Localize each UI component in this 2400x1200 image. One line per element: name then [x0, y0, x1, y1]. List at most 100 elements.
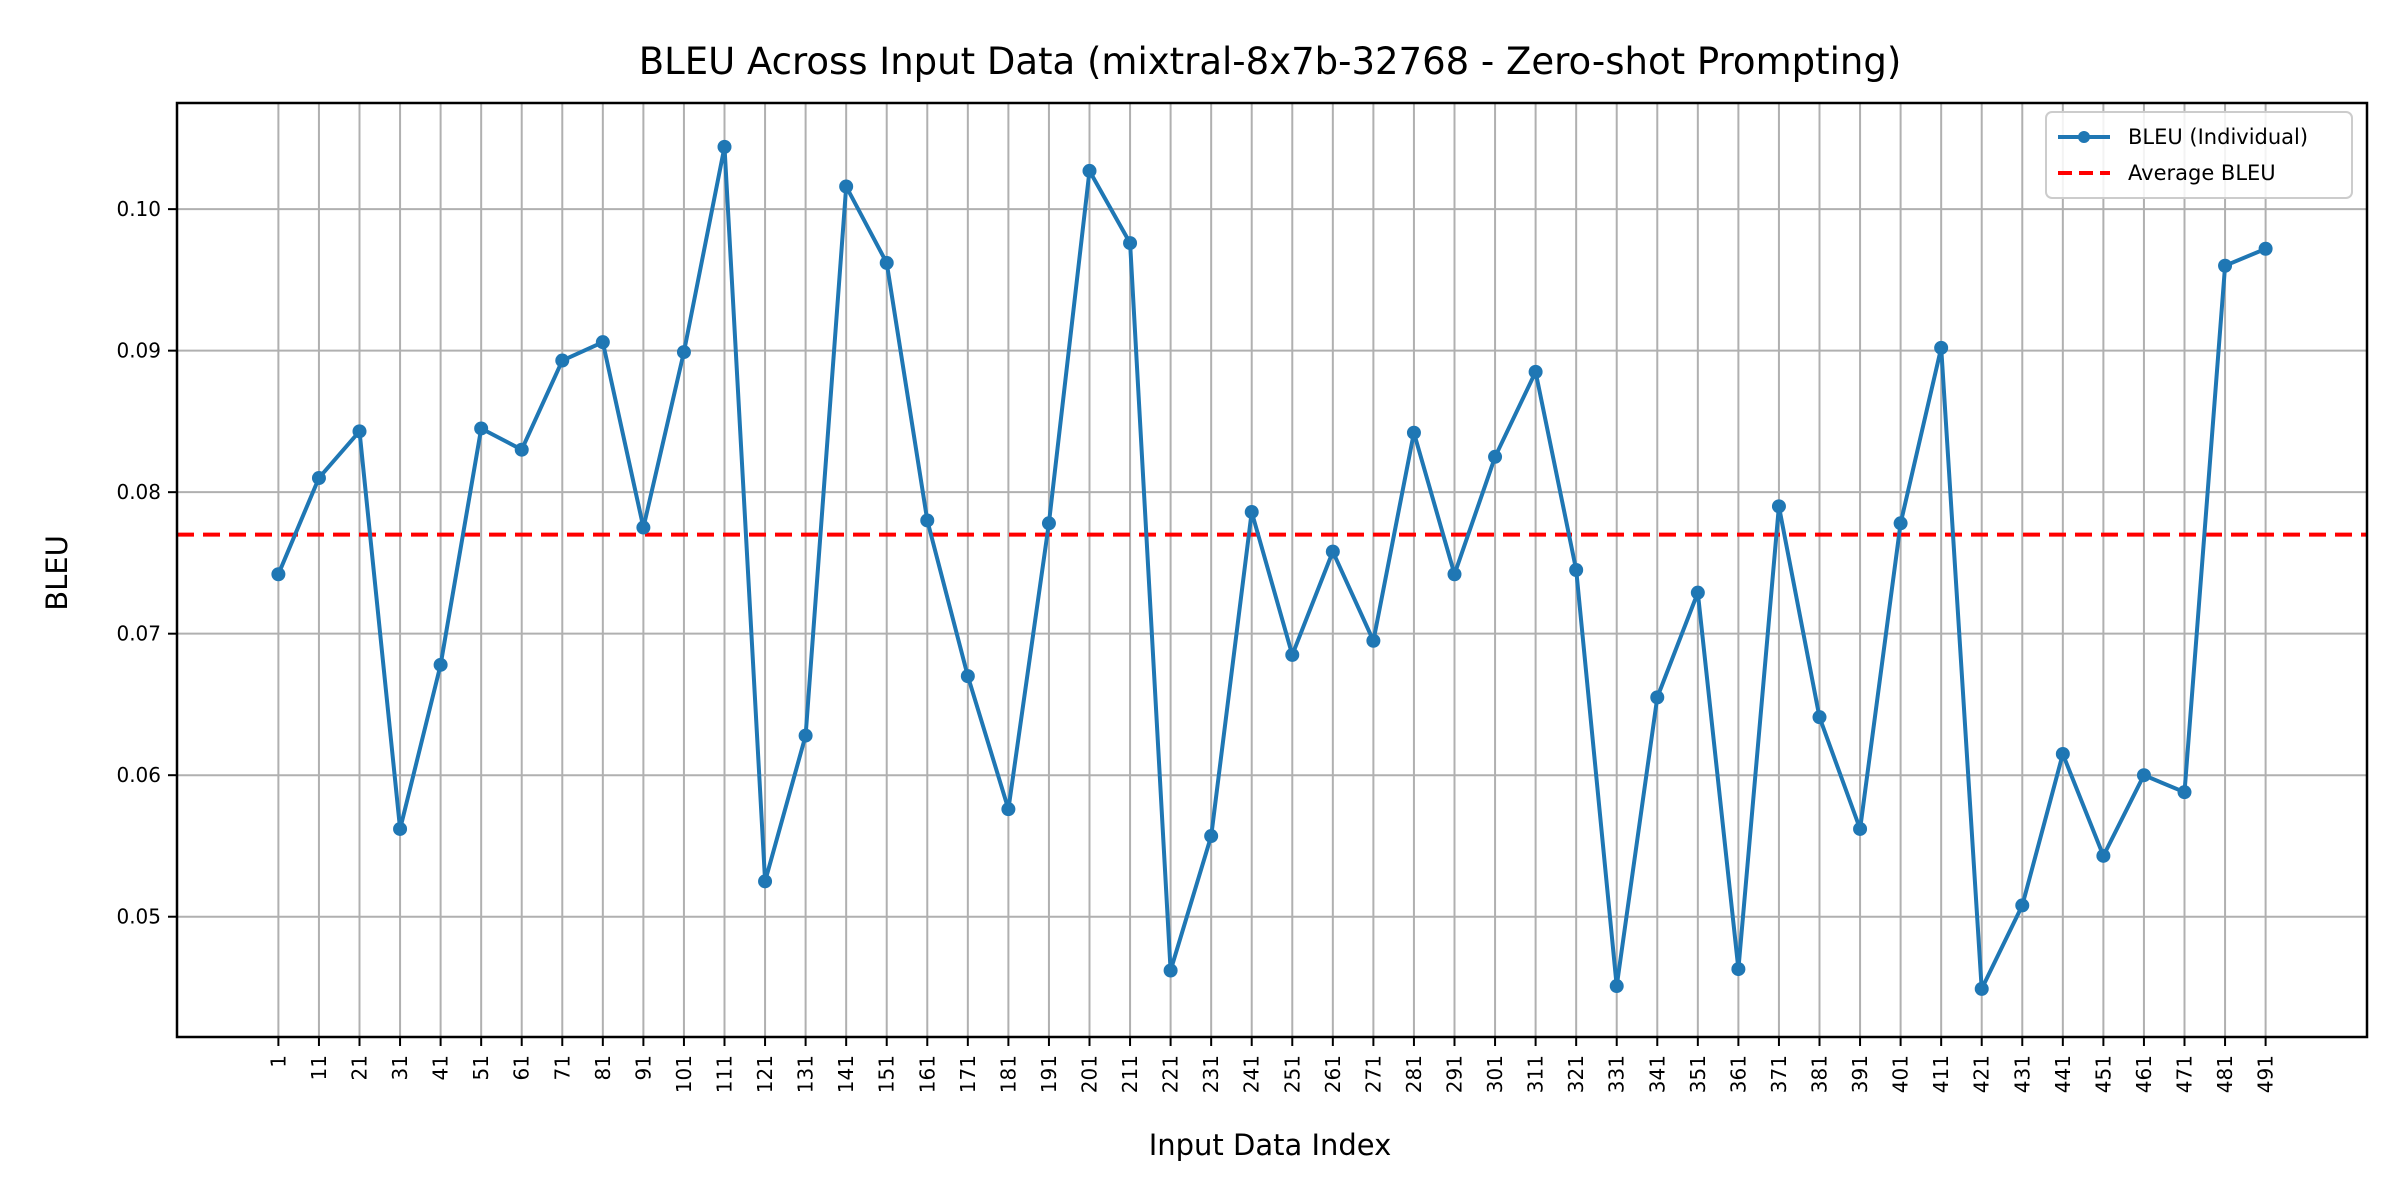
- x-tick-label: 281: [1402, 1055, 1426, 1093]
- bleu-data-point: [1690, 585, 1705, 600]
- x-tick-label: 191: [1037, 1055, 1061, 1093]
- x-tick-label: 301: [1483, 1055, 1507, 1093]
- legend-label-bleu-individual: BLEU (Individual): [2128, 125, 2308, 149]
- x-tick-label: 151: [875, 1055, 899, 1093]
- bleu-data-point: [1366, 633, 1381, 648]
- bleu-data-point: [2177, 785, 2192, 800]
- bleu-data-point: [879, 255, 894, 270]
- x-tick-label: 411: [1929, 1055, 1953, 1093]
- bleu-data-point: [1406, 425, 1421, 440]
- bleu-data-point: [1528, 364, 1543, 379]
- x-tick-label: 371: [1767, 1055, 1791, 1093]
- x-tick-label: 421: [1970, 1055, 1994, 1093]
- bleu-data-point: [1650, 690, 1665, 705]
- bleu-data-point: [1974, 981, 1989, 996]
- x-tick-label: 141: [834, 1055, 858, 1093]
- bleu-data-point: [311, 471, 326, 486]
- x-tick-label: 381: [1808, 1055, 1832, 1093]
- bleu-data-point: [758, 874, 773, 889]
- bleu-data-point: [2055, 746, 2070, 761]
- bleu-data-point: [839, 179, 854, 194]
- x-tick-label: 111: [713, 1055, 737, 1093]
- bleu-data-point: [1123, 236, 1138, 251]
- x-tick-label: 291: [1443, 1055, 1467, 1093]
- x-tick-label: 331: [1605, 1055, 1629, 1093]
- bleu-data-point: [1082, 163, 1097, 178]
- x-tick-label: 221: [1159, 1055, 1183, 1093]
- x-tick-label: 361: [1726, 1055, 1750, 1093]
- bleu-data-point: [555, 353, 570, 368]
- bleu-data-point: [1569, 563, 1584, 577]
- x-tick-label: 451: [2091, 1055, 2115, 1093]
- bleu-data-point: [1447, 567, 1462, 582]
- x-tick-label: 61: [510, 1055, 534, 1080]
- x-tick-label: 351: [1686, 1055, 1710, 1093]
- bleu-data-point: [1325, 544, 1340, 559]
- x-tick-label: 441: [2051, 1055, 2075, 1093]
- legend-label-average-bleu: Average BLEU: [2128, 161, 2276, 185]
- bleu-individual-line: [276, 144, 2267, 991]
- bleu-data-point: [1041, 516, 1056, 531]
- bleu-data-point: [636, 520, 651, 535]
- bleu-data-point: [920, 513, 935, 528]
- x-tick-label: 321: [1564, 1055, 1588, 1093]
- bleu-data-point: [514, 442, 529, 457]
- bleu-data-point: [1771, 499, 1786, 514]
- x-tick-label: 341: [1645, 1055, 1669, 1093]
- plot-area-frame: [175, 101, 2369, 1039]
- x-tick-label: 41: [429, 1055, 453, 1080]
- bleu-data-point: [474, 421, 489, 436]
- bleu-data-point: [1285, 647, 1300, 662]
- x-tick-label: 491: [2254, 1055, 2278, 1093]
- bleu-data-point: [1204, 829, 1219, 844]
- bleu-data-point: [676, 345, 691, 360]
- x-tick-label: 51: [469, 1055, 493, 1080]
- bleu-data-point: [2258, 241, 2273, 256]
- x-tick-label: 71: [550, 1055, 574, 1080]
- bleu-data-point: [960, 669, 975, 684]
- y-tick-label: 0.06: [116, 763, 161, 787]
- legend-box: [2045, 111, 2353, 199]
- x-tick-label: 391: [1848, 1055, 1872, 1093]
- bleu-data-point: [1163, 963, 1178, 978]
- x-tick-label: 251: [1280, 1055, 1304, 1093]
- x-tick-label: 181: [996, 1055, 1020, 1093]
- x-tick-label: 31: [388, 1055, 412, 1080]
- x-tick-label: 201: [1078, 1055, 1102, 1093]
- axis-ticks: 1 11 21 31 41 51 61 71 81 91 101 111 121 131 141 151 161…: [116, 197, 2277, 1093]
- x-tick-label: 161: [915, 1055, 939, 1093]
- x-tick-label: 101: [672, 1055, 696, 1093]
- y-tick-label: 0.08: [116, 480, 161, 504]
- y-tick-label: 0.10: [116, 197, 161, 221]
- bleu-data-point: [1893, 516, 1908, 531]
- x-tick-label: 431: [2010, 1055, 2034, 1093]
- x-tick-label: 131: [794, 1055, 818, 1093]
- legend: BLEU (Individual) Average BLEU: [2045, 111, 2353, 199]
- y-axis-label: BLEU: [40, 535, 74, 611]
- bleu-data-point: [1244, 504, 1259, 519]
- x-tick-label: 171: [956, 1055, 980, 1093]
- legend-marker-bleu-individual: [2078, 131, 2090, 143]
- x-tick-label: 401: [1889, 1055, 1913, 1093]
- x-tick-label: 231: [1199, 1055, 1223, 1093]
- x-tick-label: 81: [591, 1055, 615, 1080]
- bleu-data-point: [1812, 710, 1827, 725]
- y-tick-label: 0.07: [116, 622, 161, 646]
- x-tick-label: 21: [348, 1055, 372, 1080]
- x-tick-label: 11: [307, 1055, 331, 1080]
- bleu-data-point: [798, 728, 813, 743]
- bleu-data-point: [1934, 340, 1949, 355]
- x-tick-label: 461: [2132, 1055, 2156, 1093]
- bleu-data-point: [1731, 962, 1746, 977]
- grid-lines: [177, 103, 2367, 1037]
- bleu-data-point: [2136, 768, 2151, 783]
- x-tick-label: 91: [631, 1055, 655, 1080]
- bleu-data-point: [2096, 848, 2111, 863]
- y-tick-label: 0.09: [116, 339, 161, 363]
- x-tick-label: 271: [1361, 1055, 1385, 1093]
- bleu-data-point: [595, 335, 610, 350]
- x-tick-label: 481: [2213, 1055, 2237, 1093]
- chart-title: BLEU Across Input Data (mixtral-8x7b-327…: [639, 40, 1902, 83]
- bleu-data-point: [2015, 898, 2030, 913]
